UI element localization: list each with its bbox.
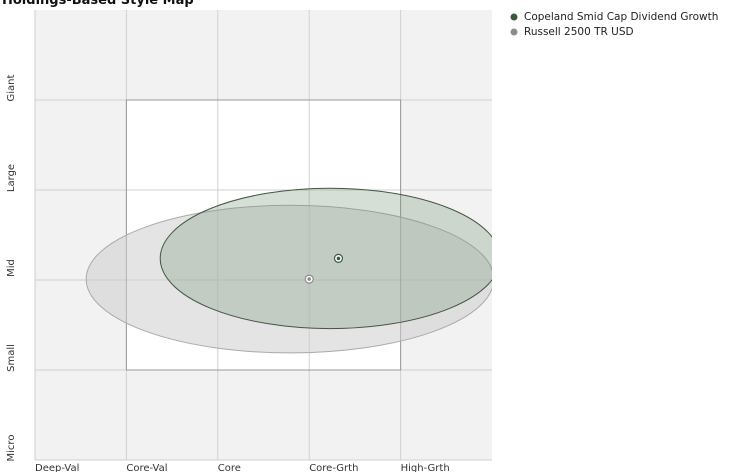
x-tick-label: Core — [218, 463, 241, 472]
y-tick-label: Giant — [6, 74, 17, 101]
x-tick-label: High-Grth — [401, 463, 450, 472]
holdings-ellipse — [159, 187, 492, 330]
x-tick-label: Deep-Val — [35, 463, 79, 472]
y-tick-label: Micro — [6, 435, 17, 462]
x-tick-label: Core-Grth — [309, 463, 358, 472]
legend-label: Copeland Smid Cap Dividend Growth — [524, 11, 718, 23]
plot-layer — [85, 187, 492, 354]
y-tick-label: Large — [6, 164, 17, 192]
legend-label: Russell 2500 TR USD — [524, 26, 634, 38]
centroid-dot — [336, 256, 341, 261]
chart-title: Holdings-Based Style Map — [2, 0, 194, 8]
y-tick-label: Mid — [6, 259, 17, 277]
legend-swatch — [510, 28, 518, 36]
x-tick-label: Core-Val — [126, 463, 167, 472]
legend-swatch — [510, 13, 518, 21]
centroid-dot — [307, 277, 312, 281]
holdings-ellipse — [85, 204, 492, 354]
y-tick-label: Small — [6, 344, 17, 372]
